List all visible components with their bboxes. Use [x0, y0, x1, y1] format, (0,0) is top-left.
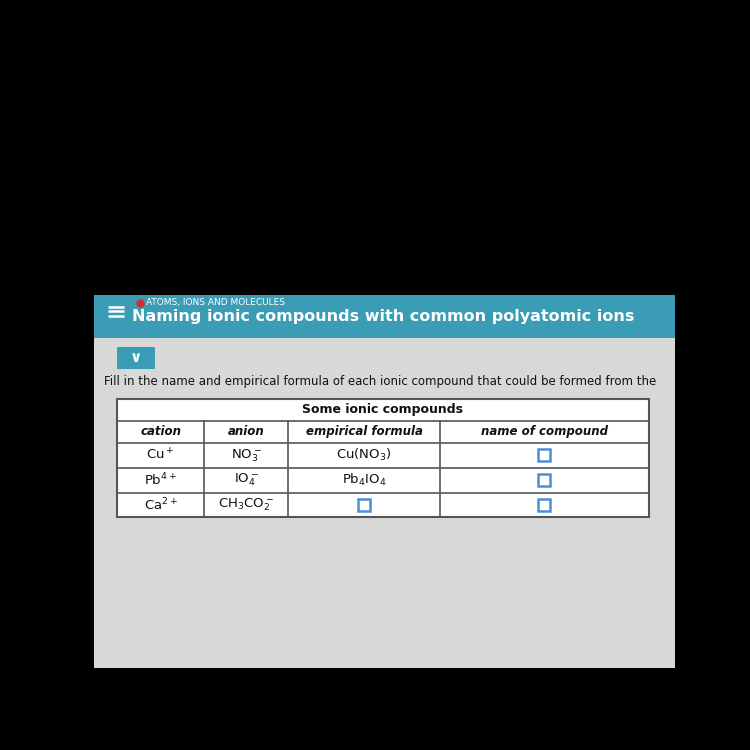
Text: Pb$_4$IO$_4$: Pb$_4$IO$_4$ — [342, 472, 386, 488]
Bar — [117, 399, 649, 518]
Text: cation: cation — [140, 425, 181, 439]
Bar — [538, 449, 550, 461]
Text: Some ionic compounds: Some ionic compounds — [302, 404, 464, 416]
Text: Ca$^{2+}$: Ca$^{2+}$ — [143, 496, 178, 513]
Text: CH$_3$CO$_2^-$: CH$_3$CO$_2^-$ — [218, 496, 274, 513]
Bar — [538, 474, 550, 486]
Bar — [358, 499, 370, 511]
Bar — [94, 295, 675, 338]
Text: IO$_4^-$: IO$_4^-$ — [234, 472, 259, 488]
Bar — [94, 338, 675, 668]
Text: ∨: ∨ — [130, 350, 142, 365]
Text: Cu$^+$: Cu$^+$ — [146, 448, 175, 463]
Text: Naming ionic compounds with common polyatomic ions: Naming ionic compounds with common polya… — [131, 309, 634, 324]
Bar — [538, 499, 550, 511]
Text: Fill in the name and empirical formula of each ionic compound that could be form: Fill in the name and empirical formula o… — [104, 375, 656, 388]
Text: NO$_3^-$: NO$_3^-$ — [231, 447, 262, 464]
Text: Pb$^{4+}$: Pb$^{4+}$ — [144, 472, 177, 488]
Bar — [117, 347, 154, 369]
Text: empirical formula: empirical formula — [305, 425, 422, 439]
Text: Cu(NO$_3$): Cu(NO$_3$) — [336, 447, 392, 464]
Text: anion: anion — [228, 425, 265, 439]
Text: ATOMS, IONS AND MOLECULES: ATOMS, IONS AND MOLECULES — [146, 298, 285, 307]
Text: name of compound: name of compound — [481, 425, 608, 439]
